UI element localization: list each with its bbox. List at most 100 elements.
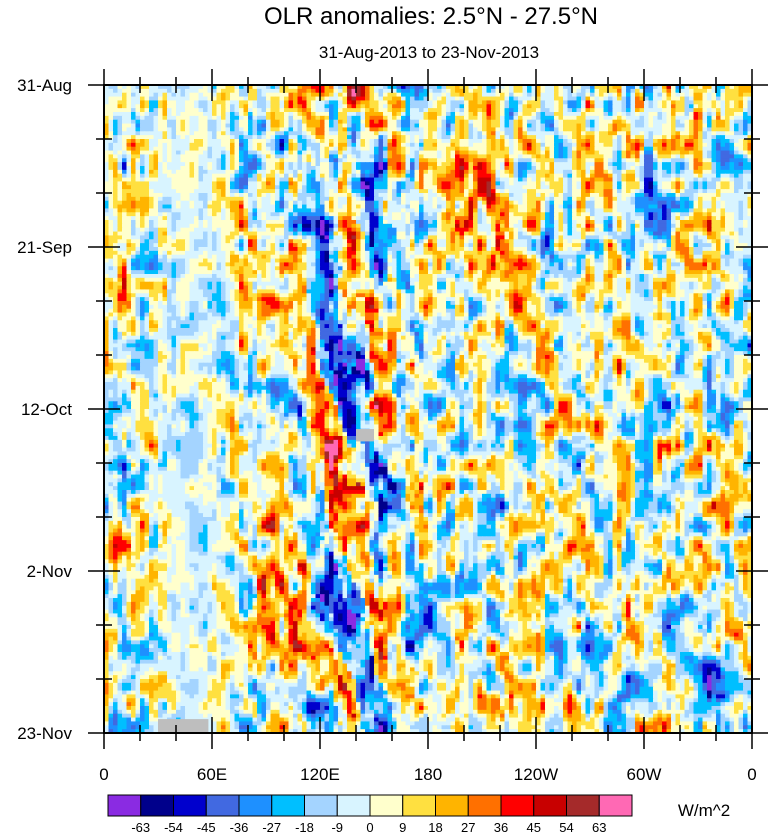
anomaly-cell	[329, 127, 334, 131]
anomaly-cell	[604, 100, 609, 104]
anomaly-cell	[505, 139, 510, 143]
anomaly-cell	[136, 193, 141, 197]
anomaly-cell	[235, 166, 240, 170]
anomaly-cell	[739, 93, 744, 97]
anomaly-cell	[433, 127, 438, 131]
anomaly-cell	[532, 116, 537, 120]
anomaly-cell	[676, 154, 681, 158]
anomaly-cell	[518, 208, 523, 212]
anomaly-cell	[379, 100, 384, 104]
anomaly-cell	[410, 197, 415, 201]
anomaly-cell	[545, 185, 550, 189]
anomaly-cell	[392, 104, 397, 108]
anomaly-cell	[113, 174, 118, 178]
anomaly-cell	[730, 174, 735, 178]
anomaly-cell	[433, 139, 438, 143]
anomaly-cell	[131, 116, 136, 120]
anomaly-cell	[464, 174, 469, 178]
anomaly-cell	[505, 147, 510, 151]
anomaly-cell	[230, 170, 235, 174]
anomaly-cell	[419, 143, 424, 147]
anomaly-cell	[109, 178, 114, 182]
anomaly-cell	[140, 185, 145, 189]
anomaly-cell	[289, 185, 294, 189]
anomaly-cell	[235, 178, 240, 182]
anomaly-cell	[199, 151, 204, 155]
anomaly-cell	[383, 143, 388, 147]
anomaly-cell	[253, 120, 258, 124]
anomaly-cell	[194, 131, 199, 135]
anomaly-cell	[172, 197, 177, 201]
anomaly-cell	[131, 170, 136, 174]
anomaly-cell	[451, 197, 456, 201]
anomaly-cell	[721, 93, 726, 97]
anomaly-cell	[689, 120, 694, 124]
anomaly-cell	[635, 112, 640, 116]
anomaly-cell	[181, 116, 186, 120]
anomaly-cell	[158, 108, 163, 112]
anomaly-cell	[437, 197, 442, 201]
anomaly-cell	[298, 112, 303, 116]
anomaly-cell	[527, 193, 532, 197]
anomaly-cell	[379, 97, 384, 101]
anomaly-cell	[140, 174, 145, 178]
anomaly-cell	[289, 208, 294, 212]
anomaly-cell	[176, 127, 181, 131]
anomaly-cell	[352, 178, 357, 182]
anomaly-cell	[653, 147, 658, 151]
anomaly-cell	[257, 100, 262, 104]
anomaly-cell	[167, 197, 172, 201]
anomaly-cell	[293, 112, 298, 116]
anomaly-cell	[262, 120, 267, 124]
anomaly-cell	[136, 208, 141, 212]
anomaly-cell	[455, 201, 460, 205]
anomaly-cell	[590, 162, 595, 166]
anomaly-cell	[734, 97, 739, 101]
anomaly-cell	[671, 135, 676, 139]
anomaly-cell	[149, 104, 154, 108]
anomaly-cell	[239, 139, 244, 143]
anomaly-cell	[316, 143, 321, 147]
anomaly-cell	[550, 205, 555, 209]
anomaly-cell	[446, 116, 451, 120]
anomaly-cell	[131, 178, 136, 182]
anomaly-cell	[509, 205, 514, 209]
anomaly-cell	[397, 208, 402, 212]
anomaly-cell	[347, 151, 352, 155]
anomaly-cell	[167, 135, 172, 139]
olr-hovmoller-chart: OLR anomalies: 2.5°N - 27.5°N 31-Aug-201…	[0, 0, 772, 834]
anomaly-cell	[406, 158, 411, 162]
anomaly-cell	[541, 174, 546, 178]
anomaly-cell	[392, 89, 397, 93]
anomaly-cell	[320, 174, 325, 178]
anomaly-cell	[293, 170, 298, 174]
anomaly-cell	[581, 131, 586, 135]
anomaly-cell	[586, 135, 591, 139]
anomaly-cell	[635, 127, 640, 131]
anomaly-cell	[131, 216, 136, 220]
anomaly-cell	[325, 178, 330, 182]
anomaly-cell	[329, 162, 334, 166]
anomaly-cell	[271, 166, 276, 170]
anomaly-cell	[590, 185, 595, 189]
anomaly-cell	[590, 170, 595, 174]
anomaly-cell	[190, 154, 195, 158]
anomaly-cell	[262, 116, 267, 120]
anomaly-cell	[541, 147, 546, 151]
anomaly-cell	[703, 151, 708, 155]
anomaly-cell	[541, 154, 546, 158]
anomaly-cell	[685, 124, 690, 128]
anomaly-cell	[739, 100, 744, 104]
anomaly-cell	[509, 147, 514, 151]
anomaly-cell	[118, 158, 123, 162]
anomaly-cell	[685, 205, 690, 209]
anomaly-cell	[613, 162, 618, 166]
anomaly-cell	[262, 189, 267, 193]
anomaly-cell	[217, 93, 222, 97]
anomaly-cell	[226, 112, 231, 116]
anomaly-cell	[149, 185, 154, 189]
anomaly-cell	[208, 151, 213, 155]
anomaly-cell	[487, 154, 492, 158]
anomaly-cell	[536, 166, 541, 170]
anomaly-cell	[181, 93, 186, 97]
